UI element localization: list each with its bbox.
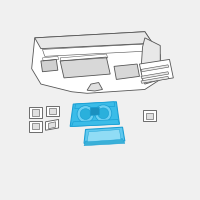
Polygon shape [46,106,59,116]
Polygon shape [60,57,110,78]
Bar [146,69,149,73]
Bar [165,66,168,70]
Polygon shape [75,102,115,109]
Polygon shape [87,83,102,91]
Circle shape [77,106,94,123]
Circle shape [95,105,112,122]
Bar [160,66,163,71]
Polygon shape [146,113,153,119]
Polygon shape [141,76,169,83]
Polygon shape [141,38,160,84]
Polygon shape [49,108,56,114]
Polygon shape [35,32,153,49]
Polygon shape [87,129,121,142]
Polygon shape [114,64,139,79]
Circle shape [98,108,109,119]
Polygon shape [70,102,119,126]
Bar [151,68,154,73]
Polygon shape [41,59,58,72]
Polygon shape [143,110,156,121]
Polygon shape [141,65,169,72]
Polygon shape [84,139,125,146]
Polygon shape [84,127,125,143]
Polygon shape [32,32,160,93]
Polygon shape [29,107,42,118]
Polygon shape [32,123,39,129]
Polygon shape [32,109,39,116]
Bar [156,67,159,72]
Polygon shape [46,119,59,130]
Polygon shape [90,107,99,116]
Polygon shape [29,121,42,132]
Polygon shape [72,119,119,126]
Polygon shape [49,122,56,129]
Circle shape [80,109,91,119]
Polygon shape [139,59,173,83]
Polygon shape [141,72,169,79]
